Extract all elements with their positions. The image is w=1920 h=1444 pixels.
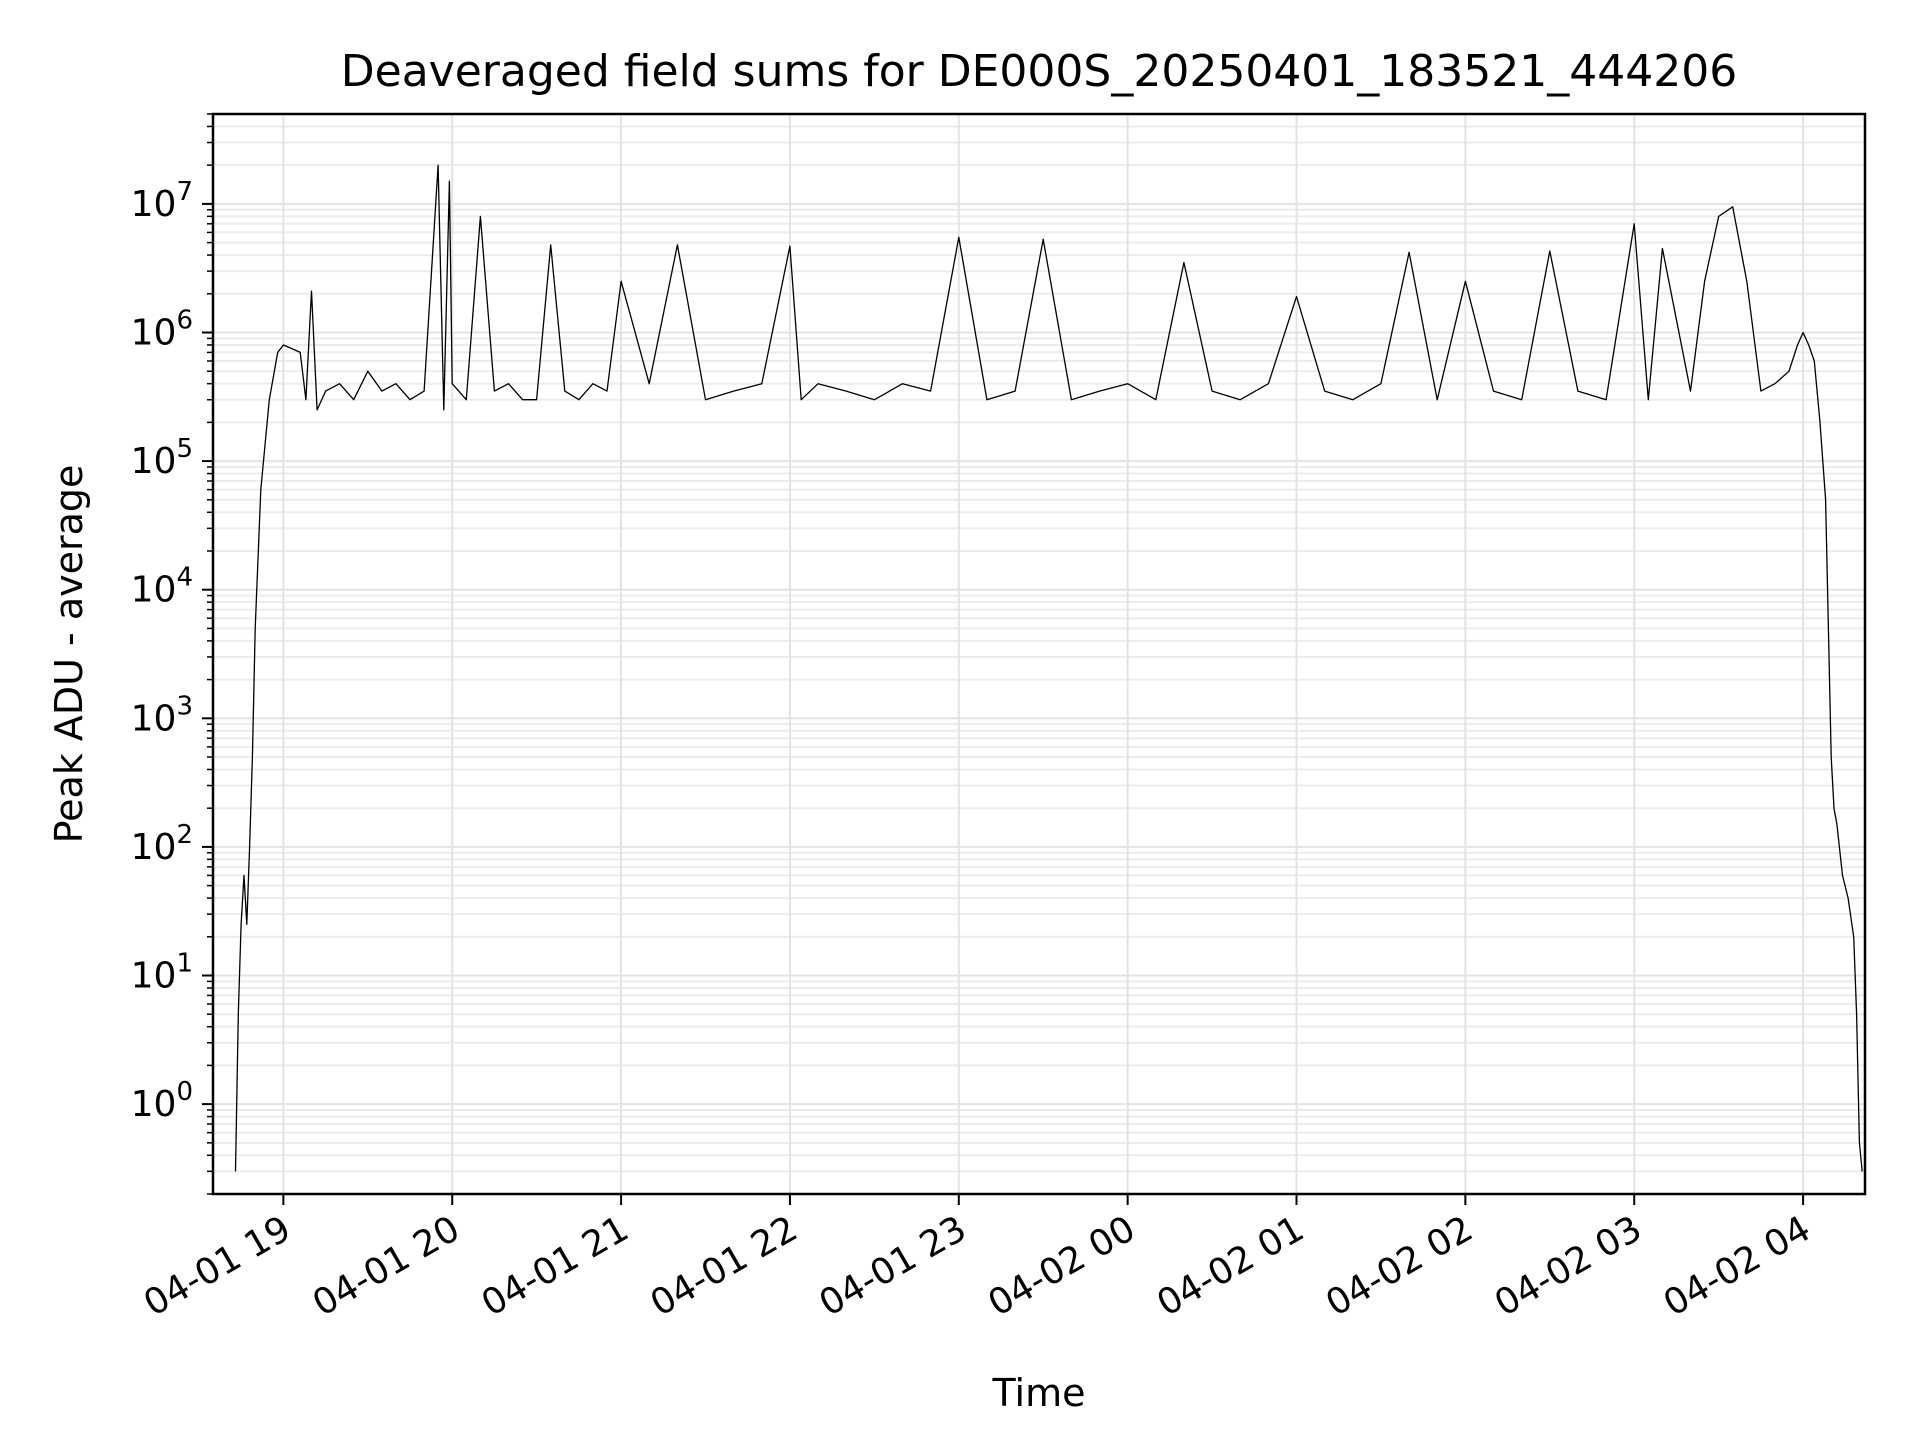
x-tick-label: 04-01 19: [137, 1208, 298, 1324]
x-tick-label: 04-02 01: [1150, 1208, 1311, 1324]
x-tick-label: 04-01 21: [475, 1208, 636, 1324]
x-axis-label: Time: [992, 1371, 1086, 1415]
y-tick-label: 102: [131, 820, 193, 868]
series-line: [234, 164, 1863, 1172]
x-tick-label: 04-02 04: [1657, 1208, 1818, 1324]
y-tick-label: 107: [131, 177, 193, 225]
series-layer: [234, 164, 1863, 1172]
x-tick-label: 04-02 03: [1488, 1208, 1649, 1324]
chart-title: Deaveraged field sums for DE000S_2025040…: [341, 46, 1737, 97]
y-tick-label: 104: [131, 563, 193, 611]
x-tick-label: 04-02 00: [981, 1208, 1142, 1324]
tick-label-layer: 100 101 102 103 104 105 106 107 04-01 19 04-01 20…: [131, 177, 1818, 1325]
tick-layer: [202, 113, 1805, 1205]
y-tick-label: 105: [131, 434, 193, 482]
y-tick-label: 100: [131, 1077, 193, 1125]
y-axis-label: Peak ADU - average: [47, 465, 91, 844]
y-tick-label: 101: [131, 949, 193, 997]
y-tick-label: 106: [131, 305, 193, 353]
x-tick-label: 04-02 02: [1319, 1208, 1480, 1324]
y-tick-label: 103: [131, 691, 193, 739]
x-tick-label: 04-01 23: [813, 1208, 974, 1324]
x-tick-label: 04-01 20: [306, 1208, 467, 1324]
grid-layer: [213, 113, 1865, 1195]
plot-frame: [211, 112, 1867, 1196]
x-tick-label: 04-01 22: [644, 1208, 805, 1324]
